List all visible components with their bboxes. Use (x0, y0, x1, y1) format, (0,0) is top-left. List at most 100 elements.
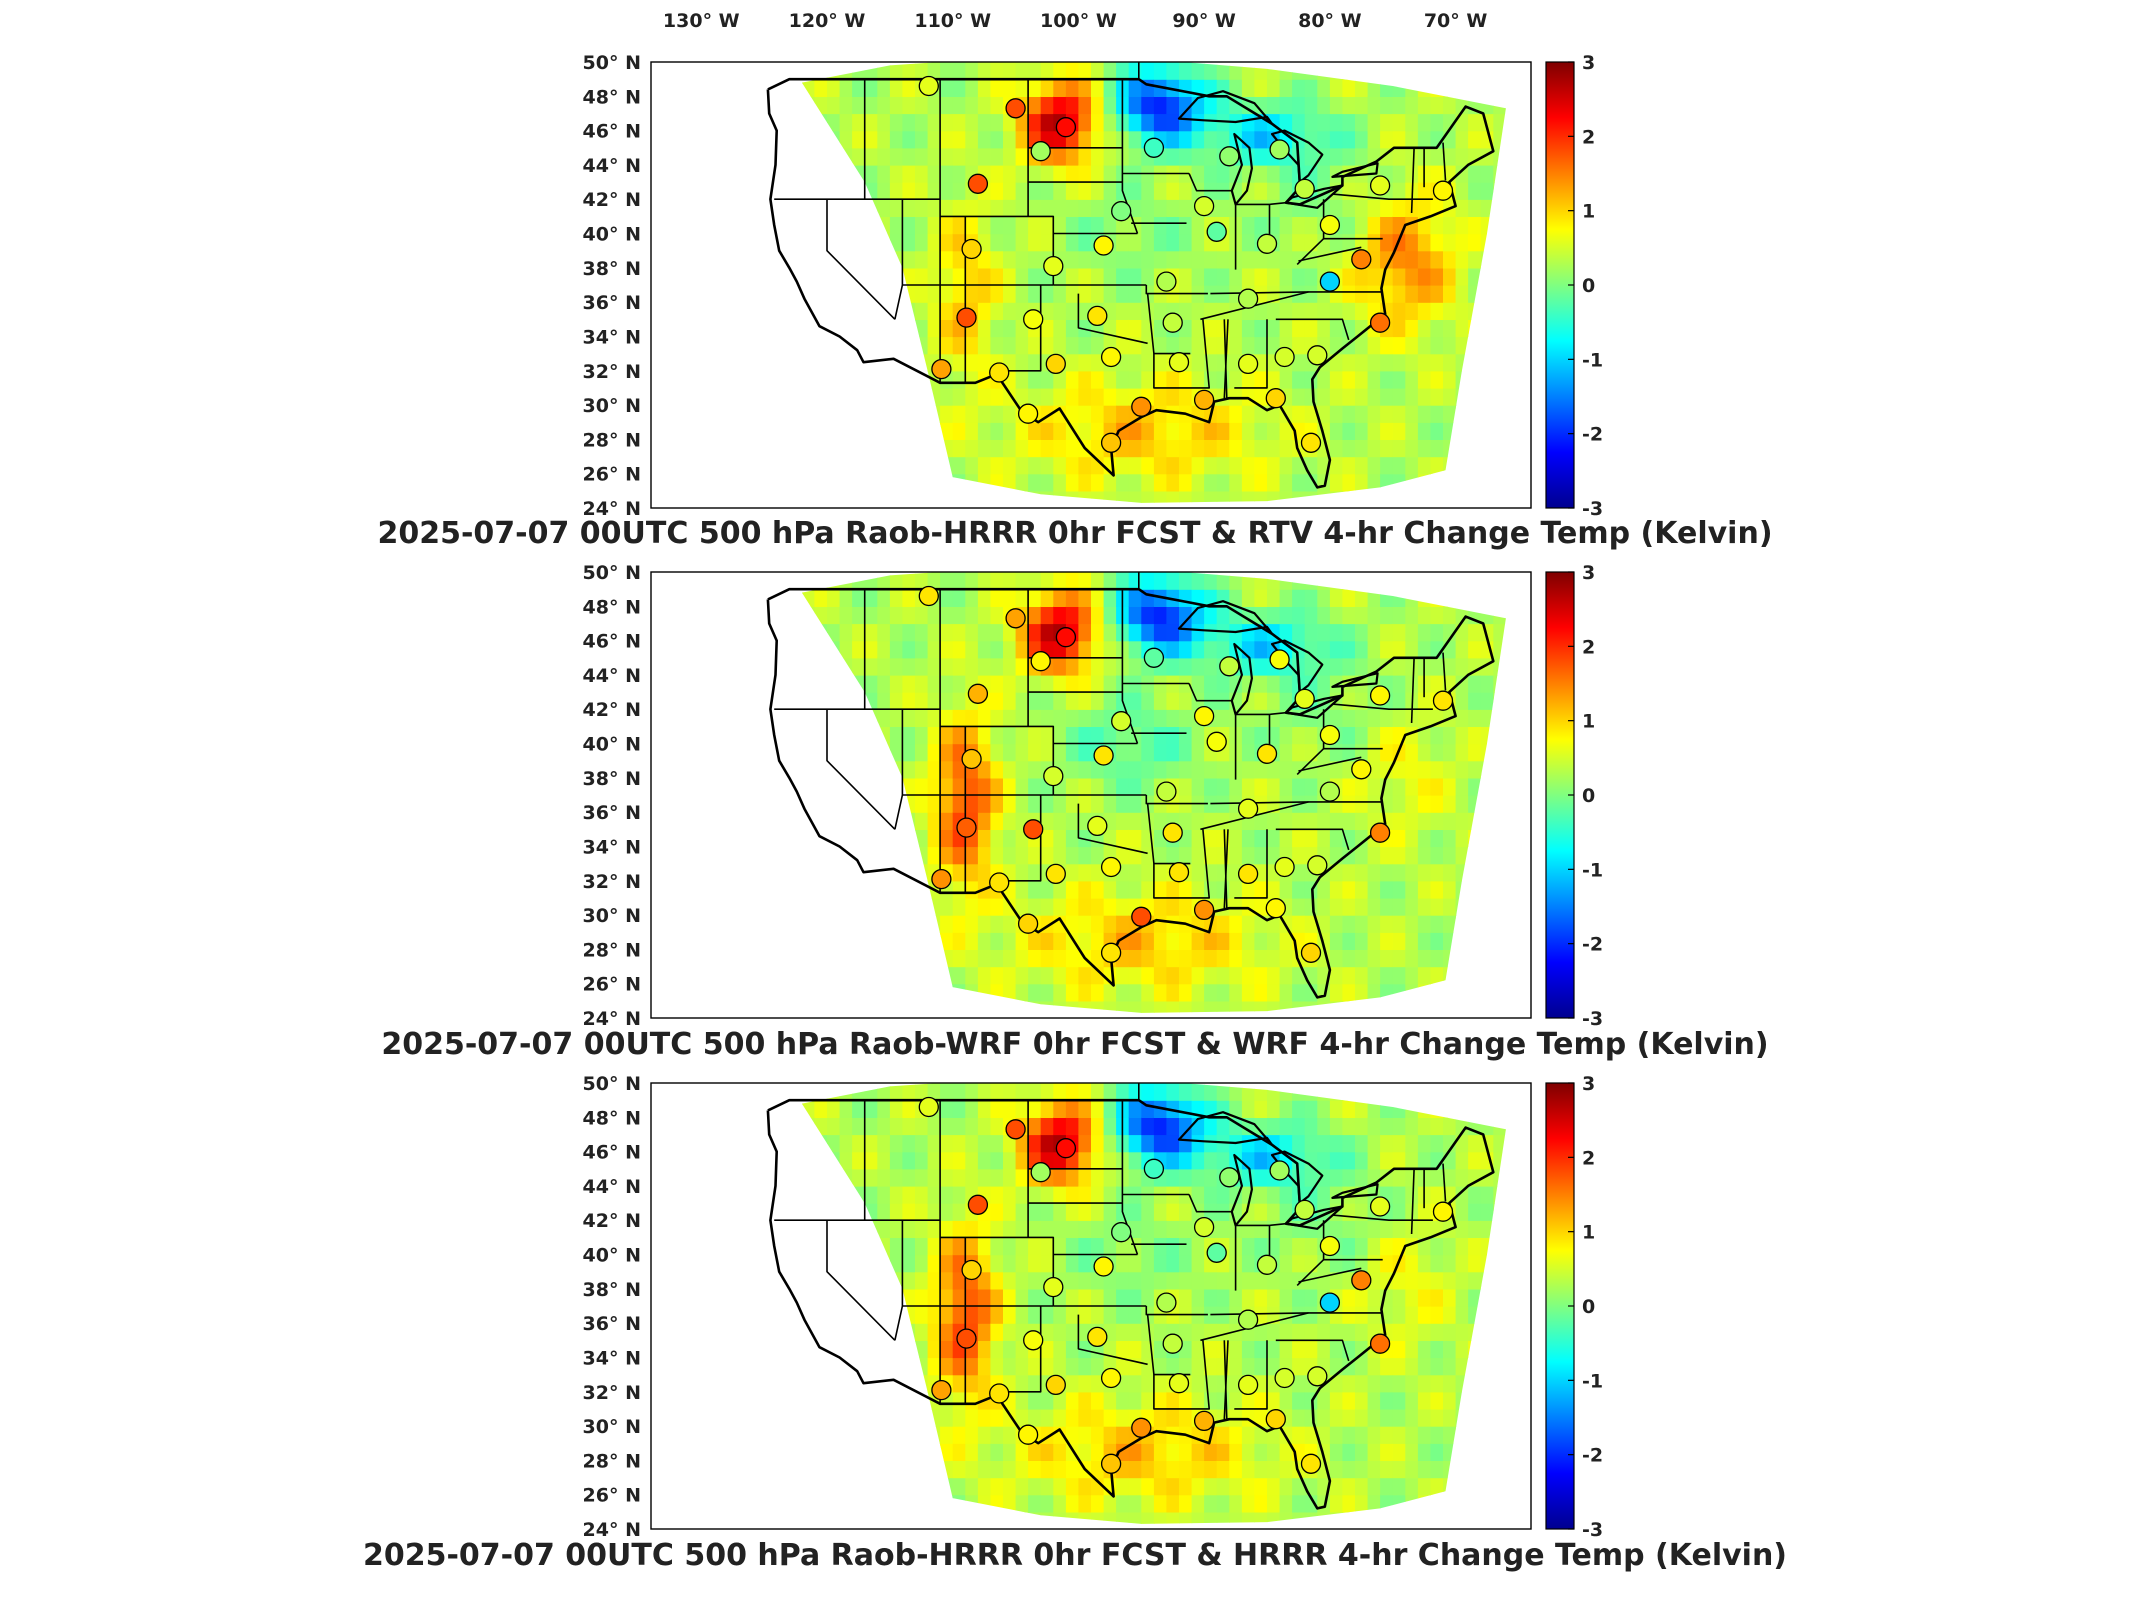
state-boundary (1442, 1163, 1447, 1202)
lon-tick-label: 110° W (914, 10, 991, 32)
raob-station-marker (1005, 608, 1026, 629)
state-boundary (1188, 1194, 1232, 1213)
lat-tick-label: 26° N (583, 974, 641, 996)
lat-tick-label: 46° N (583, 631, 641, 653)
lon-tick-label: 80° W (1298, 10, 1362, 32)
raob-station-marker (1219, 656, 1240, 677)
raob-station-marker (1300, 432, 1322, 453)
raob-station-marker (1219, 1167, 1240, 1188)
coastline-border (766, 587, 1495, 999)
raob-station-marker (1087, 1326, 1108, 1348)
raob-station-marker (961, 748, 982, 770)
lon-tick-label: 130° W (663, 10, 740, 32)
latitude-labels: 50° N 48° N 46° N 44° N 42° N 40° N 38° N 36° N… (583, 1073, 641, 1541)
state-boundary (1332, 1214, 1412, 1221)
great-lake-outline (1331, 162, 1379, 178)
raob-station-marker (1111, 201, 1132, 222)
raob-station-marker (1100, 346, 1122, 368)
raob-station-marker (1319, 781, 1341, 802)
raob-station-marker (1219, 146, 1240, 167)
raob-station-marker (1168, 862, 1190, 883)
raob-station-marker (1017, 403, 1039, 424)
raob-station-marker (1100, 432, 1122, 453)
coastline-border (766, 1098, 1495, 1510)
raob-station-marker (931, 868, 952, 890)
raob-station-marker (918, 1096, 939, 1118)
raob-station-marker (1265, 1409, 1286, 1430)
colorbar-tick-label: 0 (1582, 275, 1595, 297)
raob-station-marker (1351, 759, 1372, 780)
lat-tick-label: 36° N (583, 292, 641, 314)
raob-station-marker (1319, 724, 1341, 746)
lat-tick-label: 32° N (583, 871, 641, 893)
state-boundary (1410, 657, 1415, 724)
state-boundary (1234, 829, 1268, 899)
raob-station-marker (931, 1379, 952, 1401)
state-boundary (1223, 829, 1228, 909)
raob-station-marker (1274, 1367, 1295, 1389)
colorbar-tick-label: 1 (1582, 201, 1595, 223)
colorbar-tick-label: 1 (1582, 1222, 1595, 1244)
raob-station-marker (1432, 180, 1454, 201)
raob-station-marker (1369, 685, 1391, 706)
map-frame (650, 61, 1532, 509)
raob-station-marker (1045, 353, 1066, 375)
raob-station-marker (1193, 1410, 1215, 1432)
raob-station-marker (1093, 745, 1114, 766)
raob-station-marker (1237, 1309, 1259, 1330)
raob-station-marker (1131, 906, 1152, 927)
raob-station-marker (967, 173, 989, 194)
lat-tick-label: 50° N (583, 52, 641, 74)
raob-station-marker (1111, 711, 1132, 732)
raob-station-marker (1351, 1270, 1372, 1291)
raob-station-marker (1087, 815, 1108, 837)
great-lake-outline (1177, 600, 1274, 635)
colorbar-tick-label: 2 (1582, 1147, 1595, 1169)
state-boundary (1442, 142, 1447, 181)
lat-tick-label: 40° N (583, 1245, 641, 1267)
state-boundary (1077, 803, 1148, 855)
colorbar-tick-label: -2 (1582, 1445, 1603, 1467)
raob-station-marker (1237, 288, 1259, 309)
state-boundary (1332, 193, 1412, 200)
raob-station-marker (1005, 1119, 1026, 1140)
panel-title: 2025-07-07 00UTC 500 hPa Raob-WRF 0hr FC… (381, 1027, 1768, 1062)
lat-tick-label: 34° N (583, 327, 641, 349)
raob-station-marker (1265, 388, 1286, 409)
longitude-labels: 130° W 120° W 110° W 100° W 90° W 80° W 70° W (663, 10, 1487, 32)
colorbar-tick-label: -1 (1582, 349, 1603, 371)
map-panel: 50° N 48° N 46° N 44° N 42° N 40° N 38° N 36° N… (381, 562, 1768, 1062)
lat-tick-label: 30° N (583, 1416, 641, 1438)
lat-tick-label: 48° N (583, 596, 641, 618)
lat-tick-label: 28° N (583, 939, 641, 961)
raob-station-marker (1043, 765, 1064, 787)
raob-station-marker (1023, 1330, 1044, 1351)
state-boundary (1153, 863, 1184, 899)
colorbar-tick-label: 3 (1582, 1073, 1595, 1095)
colorbar-tick-label: -1 (1582, 859, 1603, 881)
raob-station-marker (1093, 235, 1114, 256)
panels: 50° N 48° N 46° N 44° N 42° N 40° N 38° N 36° N… (363, 52, 1787, 1573)
panel-title: 2025-07-07 00UTC 500 hPa Raob-HRRR 0hr F… (377, 516, 1772, 551)
raob-station-marker (1319, 214, 1341, 236)
raob-station-marker (1206, 221, 1227, 242)
state-boundary (1188, 683, 1232, 702)
lat-tick-label: 32° N (583, 1382, 641, 1404)
raob-station-marker (1307, 1366, 1328, 1387)
raob-station-marker (931, 358, 952, 380)
colorbar-tick-label: -2 (1582, 424, 1603, 446)
raob-station-marker (1156, 271, 1177, 292)
lat-tick-label: 34° N (583, 1348, 641, 1370)
state-boundary (1145, 795, 1208, 805)
raob-station-marker (1055, 1138, 1077, 1159)
great-lake-outline (1230, 132, 1253, 206)
raob-station-marker (1432, 690, 1454, 711)
raob-station-marker (1369, 175, 1391, 196)
raob-station-marker (1023, 309, 1044, 330)
raob-station-marker (956, 307, 977, 328)
lat-tick-label: 42° N (583, 189, 641, 211)
raob-station-marker (1237, 1374, 1259, 1396)
state-boundary (826, 709, 896, 830)
raob-station-marker (1193, 389, 1215, 411)
colorbar: 3 2 1 0 -1 -2 -3 (1545, 52, 1603, 520)
